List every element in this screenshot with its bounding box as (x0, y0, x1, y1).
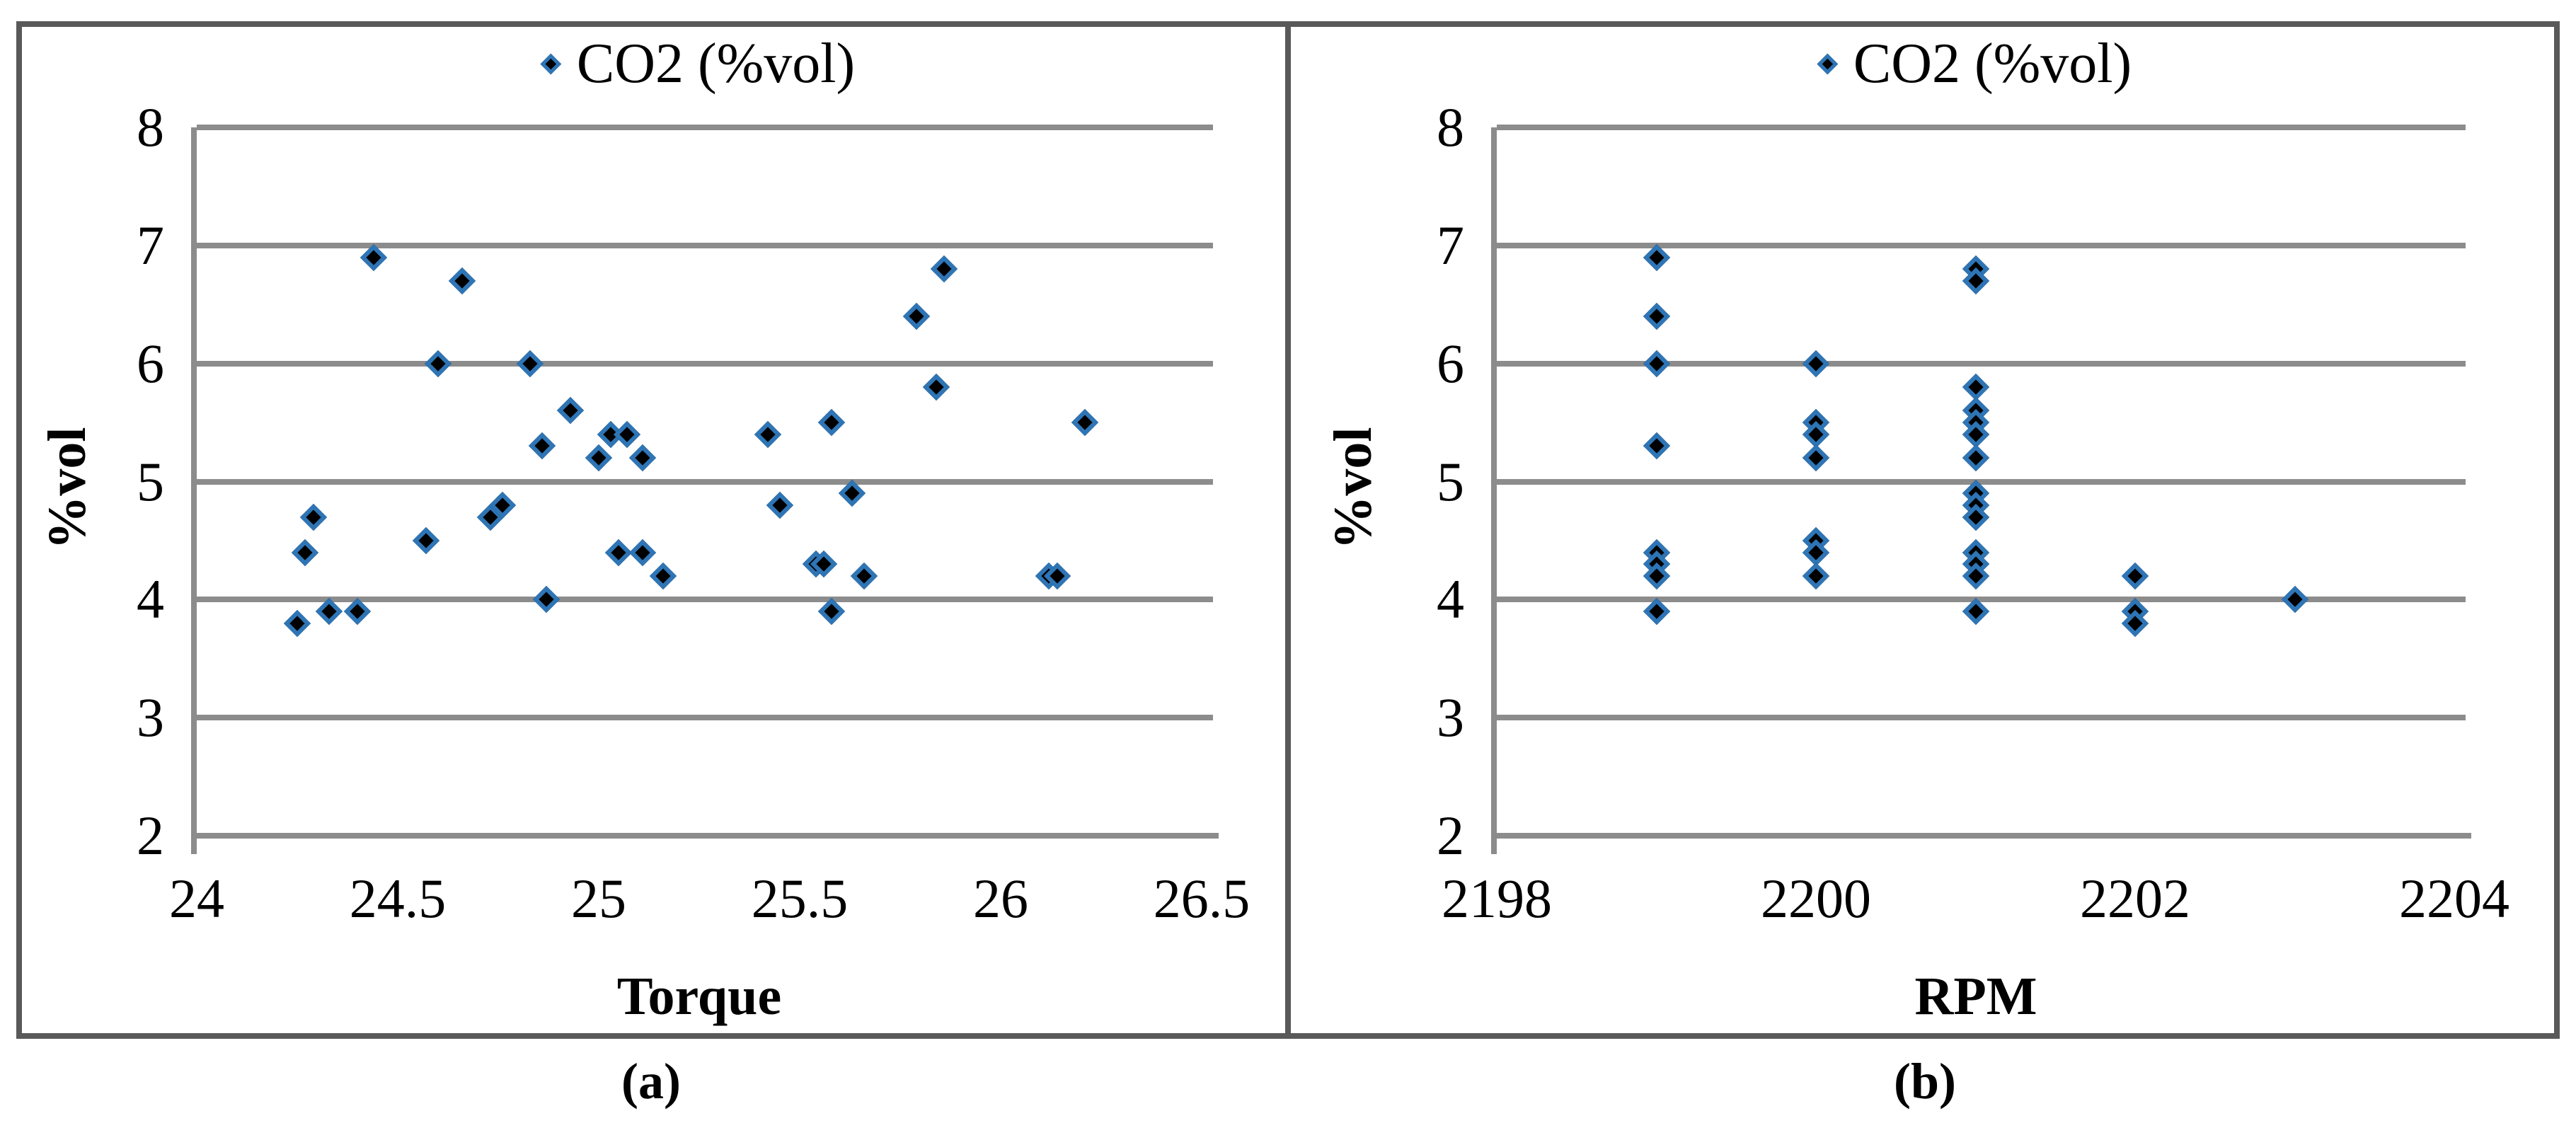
x-tick-label-2198: 2198 (1442, 868, 1552, 929)
y-tick-label-7: 7 (137, 214, 164, 276)
x-axis-title-b: RPM (1914, 967, 2037, 1026)
y-gridline-6 (1497, 360, 2466, 367)
y-tick-label-8: 8 (137, 96, 164, 158)
x-axis-line (191, 833, 1219, 839)
y-gridline-5 (197, 478, 1213, 485)
y-gridline-4 (1497, 597, 2466, 603)
y-gridline-3 (1497, 715, 2466, 721)
y-tick-label-3: 3 (1437, 686, 1464, 749)
x-tick-label-26.5: 26.5 (1153, 868, 1250, 929)
y-axis-title-a: %vol (38, 427, 97, 550)
x-tick-label-2204: 2204 (2399, 868, 2509, 929)
y-tick-label-5: 5 (1437, 450, 1464, 512)
y-gridline-3 (197, 715, 1213, 721)
caption-b: (b) (1894, 1053, 1956, 1110)
y-gridline-8 (1497, 125, 2466, 130)
y-tick-label-2: 2 (1437, 805, 1464, 866)
y-tick-label-2: 2 (137, 805, 164, 866)
y-tick-label-4: 4 (137, 568, 164, 631)
legend-a: CO2 (%vol) (540, 33, 856, 95)
x-tick-label-25: 25 (571, 868, 626, 929)
panel-divider (1285, 21, 1291, 1039)
legend-label: CO2 (%vol) (1853, 33, 2132, 95)
y-tick-label-6: 6 (1437, 332, 1464, 394)
legend-label: CO2 (%vol) (576, 33, 856, 95)
y-tick-label-3: 3 (137, 686, 164, 749)
x-axis-title-a: Torque (616, 967, 782, 1026)
legend-b: CO2 (%vol) (1817, 33, 2132, 95)
y-tick-label-8: 8 (1437, 96, 1464, 158)
y-gridline-5 (1497, 478, 2466, 485)
caption-a: (a) (621, 1053, 681, 1110)
x-axis-line (1491, 833, 2471, 839)
y-tick-label-6: 6 (137, 332, 164, 394)
y-tick-label-4: 4 (1437, 568, 1464, 631)
y-gridline-8 (197, 125, 1213, 130)
y-gridline-7 (1497, 242, 2466, 248)
x-tick-label-24.5: 24.5 (349, 868, 447, 929)
x-tick-label-26: 26 (973, 868, 1028, 929)
y-axis-title-b: %vol (1323, 427, 1383, 550)
x-tick-label-25.5: 25.5 (751, 868, 849, 929)
x-tick-label-2202: 2202 (2080, 868, 2190, 929)
x-tick-label-24: 24 (169, 868, 224, 929)
y-gridline-4 (197, 597, 1213, 603)
y-axis-line (191, 127, 197, 854)
diamond-legend-marker-icon (540, 53, 562, 74)
y-tick-label-5: 5 (137, 450, 164, 512)
y-gridline-6 (197, 360, 1213, 367)
x-tick-label-2200: 2200 (1761, 868, 1871, 929)
y-gridline-7 (197, 242, 1213, 248)
y-tick-label-7: 7 (1437, 214, 1464, 276)
diamond-legend-marker-icon (1817, 53, 1839, 74)
y-axis-line (1491, 127, 1497, 854)
